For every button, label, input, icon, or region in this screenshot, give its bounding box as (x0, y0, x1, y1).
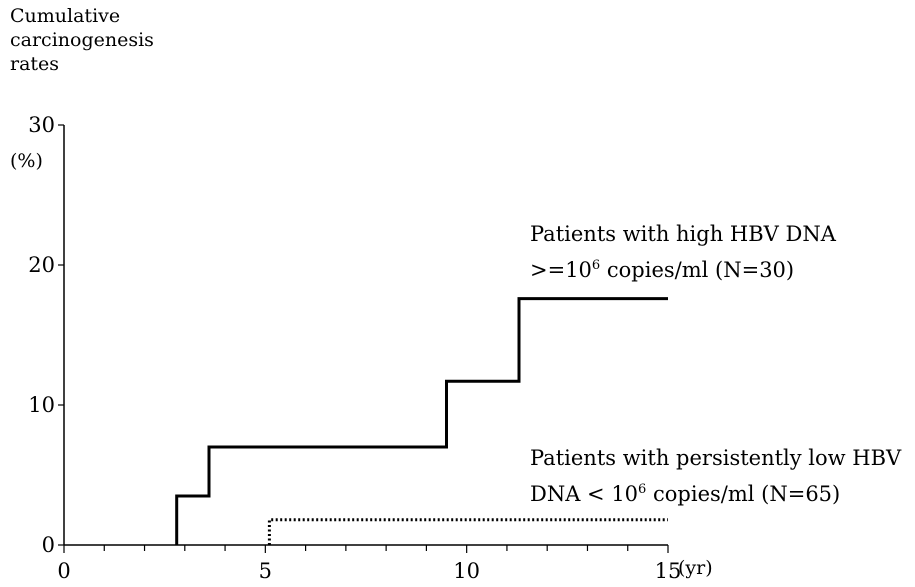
legend-high-hbv-text-a: >=10 (530, 258, 592, 282)
legend-low-hbv-line-1: Patients with persistently low HBV (530, 446, 902, 470)
legend-high-hbv-line-1: Patients with high HBV DNA (530, 222, 836, 246)
legend-low-hbv-line-2: DNA < 106 copies/ml (N=65) (530, 474, 901, 510)
series-high-hbv-line (175, 297, 668, 545)
legend-high-hbv: Patients with high HBV DNA >=106 copies/… (530, 218, 836, 286)
x-tick-label: 5 (259, 559, 272, 583)
y-tick-label: 30 (28, 113, 55, 137)
legend-high-hbv-line-2: >=106 copies/ml (N=30) (530, 250, 836, 286)
y-axis-title: Cumulative carcinogenesis rates (10, 4, 154, 76)
y-tick-label: 10 (28, 393, 55, 417)
y-axis-title-line-2: carcinogenesis (10, 29, 154, 51)
y-axis-unit: (%) (10, 150, 43, 172)
legend-high-hbv-text-b: copies/ml (N=30) (600, 258, 795, 282)
x-tick-label: 0 (57, 559, 70, 583)
y-tick-label: 20 (28, 253, 55, 277)
legend-low-hbv-exponent: 6 (638, 482, 647, 497)
y-axis-title-line-1: Cumulative (10, 5, 121, 27)
legend-low-hbv-text-b: copies/ml (N=65) (646, 482, 841, 506)
x-axis-unit: (yr) (678, 557, 713, 579)
y-tick-label: 0 (42, 533, 55, 557)
x-tick-label: 15 (655, 559, 682, 583)
x-tick-label: 10 (453, 559, 480, 583)
series-low-hbv-line (267, 518, 668, 545)
legend-low-hbv-text-a: DNA < 10 (530, 482, 639, 506)
legend-low-hbv: Patients with persistently low HBV DNA <… (530, 442, 901, 510)
legend-high-hbv-exponent: 6 (591, 258, 601, 273)
y-axis-title-line-3: rates (10, 53, 60, 75)
